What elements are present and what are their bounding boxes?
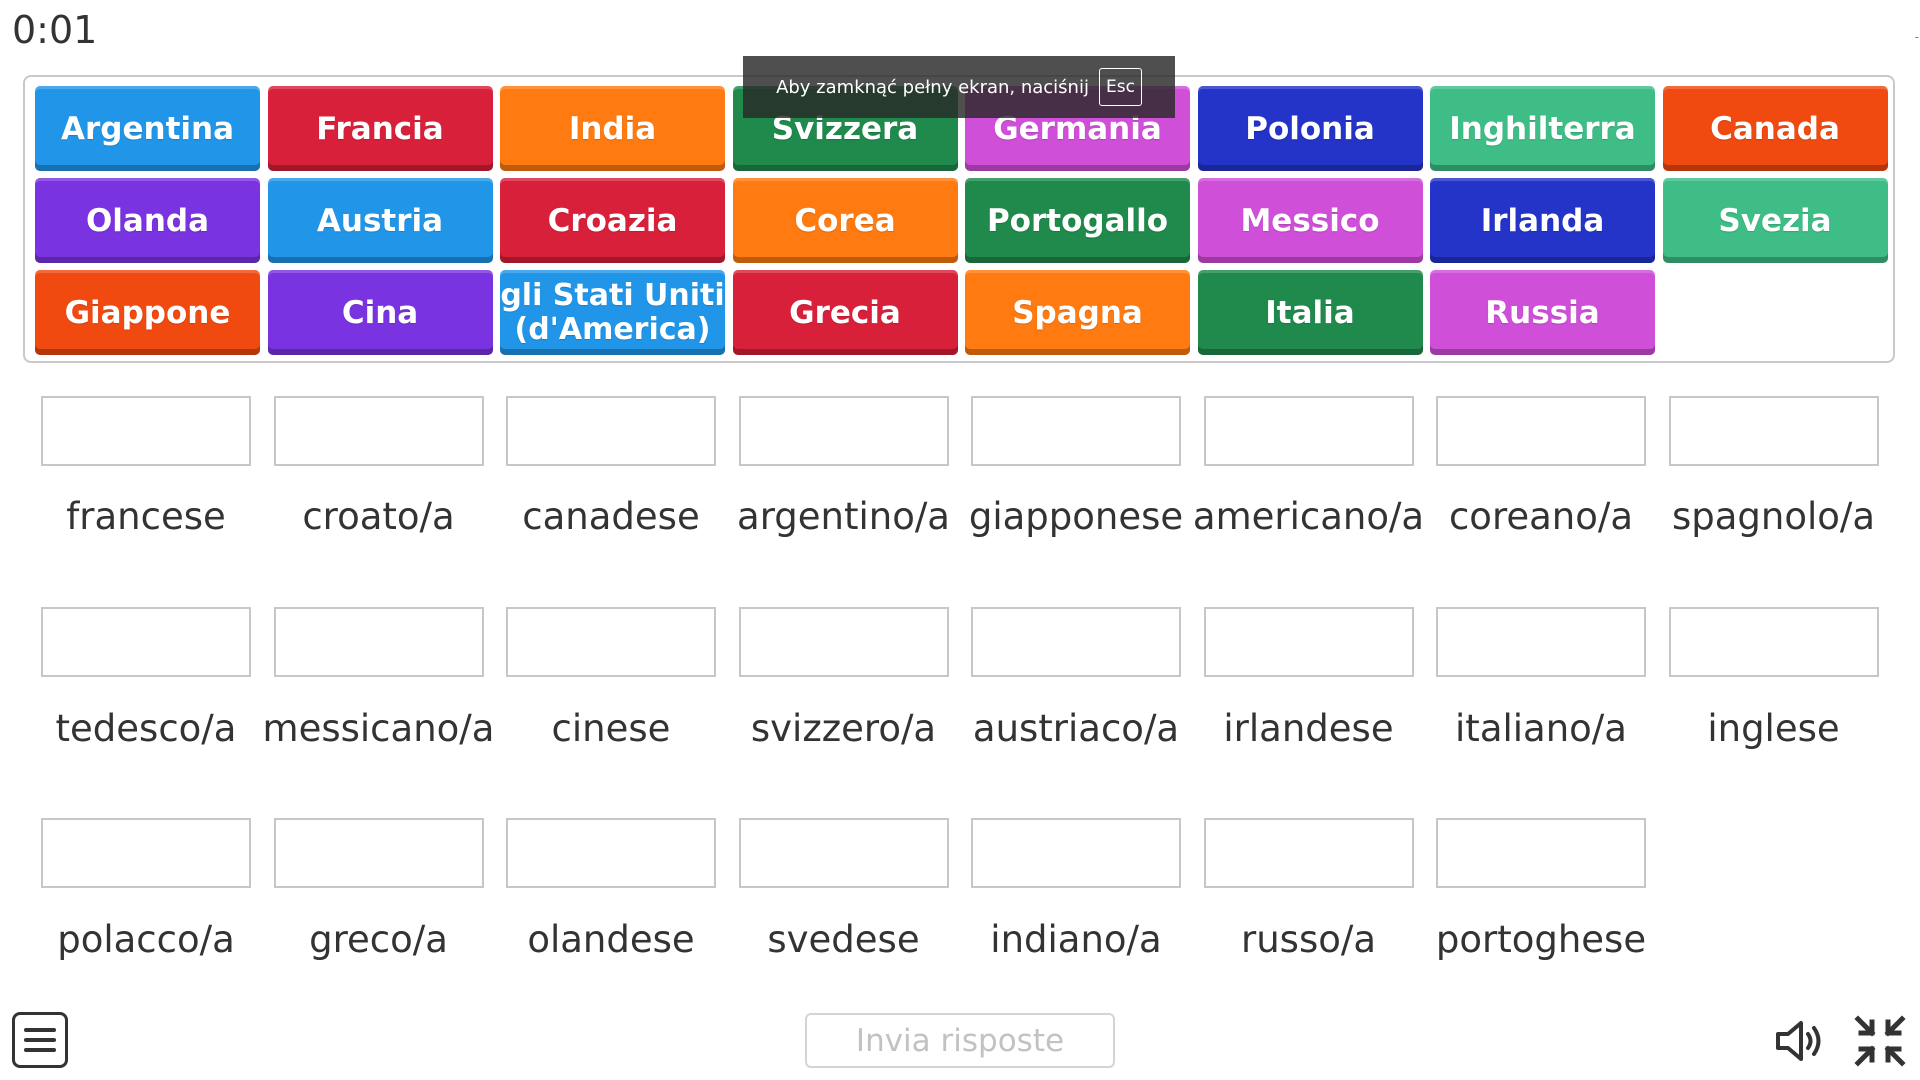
drop-target-box[interactable] bbox=[738, 396, 949, 466]
nationality-label: giapponese bbox=[968, 495, 1184, 538]
country-tile[interactable]: Russia bbox=[1430, 270, 1655, 355]
drop-target-box[interactable] bbox=[971, 396, 1181, 466]
nationality-label: svedese bbox=[767, 918, 920, 961]
nationality-label: argentino/a bbox=[737, 495, 950, 538]
country-tile[interactable]: Spagna bbox=[965, 270, 1190, 355]
country-tile[interactable]: Austria bbox=[267, 178, 493, 263]
country-tile[interactable]: Olanda bbox=[35, 178, 260, 263]
drop-target-box[interactable] bbox=[273, 396, 484, 466]
country-tile[interactable]: Inghilterra bbox=[1430, 86, 1655, 171]
nationality-label: tedesco/a bbox=[55, 707, 237, 750]
drop-target-box[interactable] bbox=[41, 607, 251, 677]
nationality-label: cinese bbox=[551, 707, 671, 750]
nationality-label: francese bbox=[66, 495, 226, 538]
nationality-label: messicano/a bbox=[262, 707, 495, 750]
drop-target-box[interactable] bbox=[1436, 607, 1646, 677]
nationality-label: canadese bbox=[522, 495, 700, 538]
nationality-label: portoghese bbox=[1435, 918, 1647, 961]
drop-target-box[interactable] bbox=[971, 607, 1181, 677]
drop-target-box[interactable] bbox=[506, 396, 716, 466]
country-tile[interactable]: Messico bbox=[1197, 178, 1423, 263]
drop-target-box[interactable] bbox=[1203, 607, 1414, 677]
drop-target-box[interactable] bbox=[506, 607, 716, 677]
menu-icon-line bbox=[24, 1048, 56, 1052]
nationality-label: irlandese bbox=[1223, 707, 1394, 750]
nationality-label: olandese bbox=[527, 918, 695, 961]
fullscreen-toast: Aby zamknąć pełny ekran, naciśnij Esc bbox=[743, 56, 1175, 118]
nationality-label: greco/a bbox=[309, 918, 448, 961]
toast-message: Aby zamknąć pełny ekran, naciśnij bbox=[776, 76, 1089, 98]
nationality-label: spagnolo/a bbox=[1671, 495, 1876, 538]
drop-target-box[interactable] bbox=[738, 818, 949, 888]
country-tile[interactable]: gli Stati Uniti (d'America) bbox=[500, 270, 725, 355]
menu-button[interactable] bbox=[12, 1012, 68, 1068]
drop-target-box[interactable] bbox=[1203, 396, 1414, 466]
nationality-label: croato/a bbox=[302, 495, 455, 538]
esc-key-badge: Esc bbox=[1098, 68, 1142, 106]
drop-target-box[interactable] bbox=[273, 818, 484, 888]
country-tile[interactable]: Cina bbox=[267, 270, 493, 355]
country-tile[interactable]: Canada bbox=[1662, 86, 1888, 171]
drop-target-box[interactable] bbox=[1668, 607, 1879, 677]
speaker-icon[interactable] bbox=[1772, 1013, 1828, 1069]
country-tile[interactable]: Polonia bbox=[1197, 86, 1423, 171]
drop-target-box[interactable] bbox=[971, 818, 1181, 888]
tiles-panel: Argentina Francia India Svizzera Germania Pol… bbox=[23, 75, 1895, 363]
country-tile[interactable]: Francia bbox=[267, 86, 493, 171]
drop-target-box[interactable] bbox=[1203, 818, 1414, 888]
country-tile[interactable]: Grecia bbox=[732, 270, 958, 355]
menu-icon-line bbox=[24, 1038, 56, 1042]
menu-icon-line bbox=[24, 1028, 56, 1032]
country-tile[interactable]: Argentina bbox=[35, 86, 260, 171]
submit-answers-button[interactable]: Invia risposte bbox=[805, 1013, 1115, 1068]
drop-target-box[interactable] bbox=[1436, 818, 1646, 888]
corner-glyph: . bbox=[1912, 14, 1920, 38]
country-tile[interactable]: Corea bbox=[732, 178, 958, 263]
country-tile[interactable]: Italia bbox=[1197, 270, 1423, 355]
timer: 0:01 bbox=[12, 8, 98, 52]
drop-target-box[interactable] bbox=[1668, 396, 1879, 466]
nationality-label: inglese bbox=[1707, 707, 1840, 750]
country-tile[interactable]: Svezia bbox=[1662, 178, 1888, 263]
nationality-label: italiano/a bbox=[1455, 707, 1627, 750]
nationality-label: russo/a bbox=[1241, 918, 1376, 961]
drop-target-box[interactable] bbox=[41, 396, 251, 466]
country-tile[interactable]: Portogallo bbox=[965, 178, 1190, 263]
country-tile[interactable]: India bbox=[500, 86, 725, 171]
nationality-label: coreano/a bbox=[1448, 495, 1634, 538]
country-tile[interactable]: Croazia bbox=[500, 178, 725, 263]
country-tile[interactable]: Giappone bbox=[35, 270, 260, 355]
exit-fullscreen-icon[interactable] bbox=[1852, 1013, 1908, 1069]
nationality-label: svizzero/a bbox=[750, 707, 937, 750]
drop-target-box[interactable] bbox=[273, 607, 484, 677]
nationality-label: austriaco/a bbox=[972, 707, 1180, 750]
nationality-label: indiano/a bbox=[990, 918, 1162, 961]
country-tile[interactable]: Irlanda bbox=[1430, 178, 1655, 263]
drop-target-box[interactable] bbox=[738, 607, 949, 677]
drop-target-box[interactable] bbox=[506, 818, 716, 888]
nationality-label: polacco/a bbox=[57, 918, 235, 961]
nationality-label: americano/a bbox=[1192, 495, 1425, 538]
drop-target-box[interactable] bbox=[41, 818, 251, 888]
drop-target-box[interactable] bbox=[1436, 396, 1646, 466]
